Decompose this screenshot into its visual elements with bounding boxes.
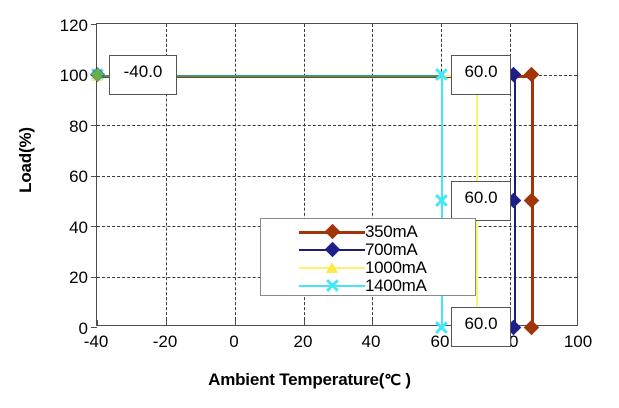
x-tick-100: 100 xyxy=(563,332,593,351)
legend: 350mA 700mA 1000mA xyxy=(260,218,476,296)
gridline-x-0 xyxy=(234,24,236,325)
y-tickmark-0 xyxy=(91,327,97,328)
y-tickmark-80 xyxy=(91,125,97,126)
y-tickmark-40 xyxy=(91,226,97,227)
legend-marker-diamond-icon-350ma xyxy=(324,223,340,239)
legend-item-1000ma: 1000mA xyxy=(299,258,427,276)
x-tick-40: 40 xyxy=(361,332,381,351)
legend-label-1000ma: 1000mA xyxy=(365,257,427,277)
legend-label-1400ma: 1400mA xyxy=(365,275,427,295)
y-tickmark-20 xyxy=(91,276,97,278)
data-label-derate-50: 60.0 xyxy=(451,181,511,221)
legend-sample-350ma xyxy=(299,222,365,240)
x-tick-minus20: -20 xyxy=(152,332,178,351)
gridline-y-60 xyxy=(97,175,577,177)
x-tick-labels: -40 -20 0 20 40 60 80 100 xyxy=(0,333,619,357)
y-tick-labels: 120 100 80 60 40 20 0 xyxy=(38,0,88,408)
legend-items: 350mA 700mA 1000mA xyxy=(299,222,427,294)
x-axis-title-tail: ) xyxy=(400,370,411,389)
y-tick-100: 100 xyxy=(59,66,88,85)
x-axis-title-main: Ambient Temperature( xyxy=(208,370,385,389)
data-label-derate-0: 60.0 xyxy=(451,307,511,347)
gridline-x-20 xyxy=(303,24,305,325)
legend-label-350ma: 350mA xyxy=(365,221,418,241)
plateau-overlap-tint xyxy=(97,74,442,77)
legend-item-1400ma: 1400mA xyxy=(299,276,427,294)
legend-label-700ma: 700mA xyxy=(365,239,418,259)
marker-350ma-100 xyxy=(523,66,539,83)
y-tick-0: 0 xyxy=(78,319,88,338)
degree-celsius-symbol: ℃ xyxy=(384,372,401,389)
y-tick-80: 80 xyxy=(69,117,88,136)
x-tickmark-minus20 xyxy=(165,320,167,326)
marker-1400ma-0 xyxy=(434,320,449,335)
marker-1400ma-50 xyxy=(434,193,449,208)
gridline-y-80 xyxy=(97,125,577,126)
x-tickmark-0 xyxy=(234,320,236,326)
data-label-start: -40.0 xyxy=(109,55,177,95)
x-tick-minus40: -40 xyxy=(83,332,109,351)
x-tickmark-40 xyxy=(372,320,374,326)
legend-sample-1400ma xyxy=(299,276,365,294)
legend-sample-700ma xyxy=(299,240,365,258)
legend-sample-1000ma xyxy=(299,258,365,276)
marker-350ma-50 xyxy=(523,193,539,209)
legend-item-700ma: 700mA xyxy=(299,240,427,258)
legend-marker-triangle-icon-1000ma xyxy=(326,262,338,273)
y-tick-40: 40 xyxy=(69,218,88,237)
y-tick-60: 60 xyxy=(69,167,88,186)
x-tickmark-minus40 xyxy=(97,320,98,326)
legend-marker-x-icon-1400ma xyxy=(325,278,340,293)
gridline-x-minus20 xyxy=(165,24,167,325)
legend-item-350ma: 350mA xyxy=(299,222,427,240)
y-tick-120: 120 xyxy=(59,16,88,35)
plot-area: -40.0 60.0 60.0 60.0 350mA xyxy=(89,23,578,347)
y-tickmark-120 xyxy=(91,24,97,25)
x-tick-60: 60 xyxy=(430,332,450,351)
marker-1400ma-100 xyxy=(434,67,449,82)
x-tick-0: 0 xyxy=(229,332,239,351)
data-label-derate-100: 60.0 xyxy=(451,55,511,95)
x-tickmark-20 xyxy=(303,320,305,326)
y-tickmark-60 xyxy=(91,175,97,177)
gridline-x-80 xyxy=(510,24,512,325)
gridline-x-40 xyxy=(372,24,374,325)
x-tick-20: 20 xyxy=(293,332,313,351)
y-tick-20: 20 xyxy=(69,268,88,287)
y-axis-title: Load(%) xyxy=(16,127,35,193)
legend-marker-diamond-icon-700ma xyxy=(324,241,340,257)
x-axis-title: Ambient Temperature(℃ ) xyxy=(0,370,619,390)
